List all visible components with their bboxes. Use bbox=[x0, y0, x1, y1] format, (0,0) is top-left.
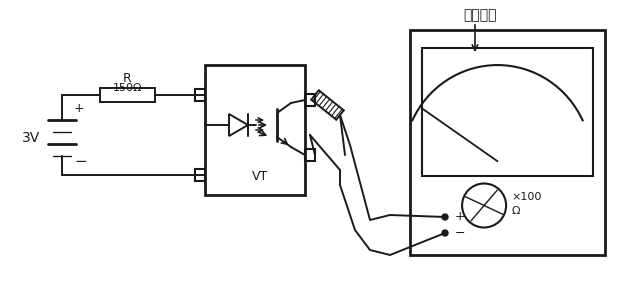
Text: VT: VT bbox=[252, 170, 268, 184]
Text: 150Ω: 150Ω bbox=[113, 83, 143, 93]
Text: ×100: ×100 bbox=[511, 192, 542, 202]
Text: 3V: 3V bbox=[22, 131, 40, 145]
Bar bbox=[100, 88, 155, 102]
Text: +: + bbox=[74, 102, 85, 114]
Bar bbox=[305, 94, 315, 106]
Text: R: R bbox=[123, 72, 132, 84]
Bar bbox=[205, 65, 305, 195]
Text: −: − bbox=[74, 154, 87, 170]
Bar bbox=[195, 169, 205, 181]
Text: 阻值很小: 阻值很小 bbox=[463, 8, 497, 22]
Bar bbox=[410, 30, 605, 255]
Bar bbox=[422, 48, 593, 176]
Bar bbox=[305, 149, 315, 161]
Text: +: + bbox=[455, 210, 466, 223]
Circle shape bbox=[442, 214, 448, 220]
Text: −: − bbox=[455, 227, 465, 239]
Text: Ω: Ω bbox=[511, 206, 520, 215]
Circle shape bbox=[442, 230, 448, 236]
Bar bbox=[195, 89, 205, 101]
